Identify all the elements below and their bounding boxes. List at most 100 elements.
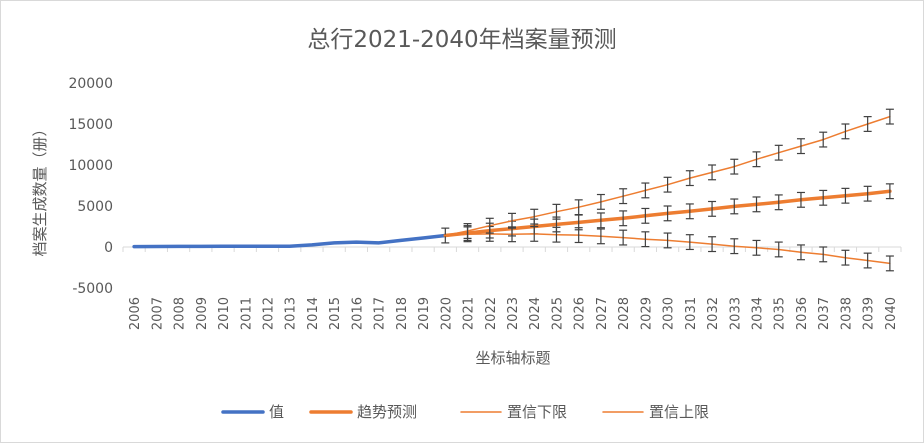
x-tick-label: 2016 [350, 297, 365, 330]
error-bar [796, 138, 805, 155]
error-bar [574, 227, 583, 244]
y-tick-label: 15000 [68, 117, 113, 133]
error-bar [596, 228, 605, 245]
legend-label: 置信上限 [649, 403, 709, 421]
legend-label: 趋势预测 [357, 403, 417, 421]
error-bar [641, 207, 650, 224]
legend-label: 值 [269, 403, 284, 421]
error-bar [796, 191, 805, 208]
x-tick-label: 2009 [195, 297, 210, 330]
error-bar [730, 198, 739, 215]
error-bar [708, 236, 717, 253]
plot-area: -5000 0 5000 10000 15000 20000 2006 2007 2008 200… [68, 76, 902, 330]
x-tick-label: 2008 [173, 297, 188, 330]
error-bar [552, 203, 561, 220]
error-bar [841, 123, 850, 140]
error-bar [708, 164, 717, 181]
x-tick-label: 2028 [617, 297, 632, 330]
error-bar [863, 185, 872, 202]
error-bar [730, 158, 739, 175]
error-bar [708, 200, 717, 217]
error-bar [663, 176, 672, 193]
error-bar [619, 229, 628, 246]
x-tick-label: 2011 [239, 297, 254, 330]
x-tick-label: 2033 [728, 297, 743, 330]
error-bar [619, 210, 628, 227]
x-axis-title: 坐标轴标题 [475, 349, 550, 367]
error-bar [863, 252, 872, 269]
error-bar [774, 194, 783, 211]
chart-title: 总行2021-2040年档案量预测 [307, 27, 616, 53]
x-tick-label: 2017 [373, 297, 388, 330]
error-bar [641, 231, 650, 248]
error-bar [530, 225, 539, 242]
x-tick-label: 2024 [528, 297, 543, 330]
error-bar [885, 183, 894, 200]
error-bar [796, 244, 805, 261]
series-line-值 [132, 233, 448, 249]
error-bar [752, 151, 761, 168]
legend-item-置信上限: 置信上限 [602, 403, 709, 421]
error-bar [819, 246, 828, 263]
error-bar [819, 131, 828, 148]
y-tick-label: 5000 [77, 199, 113, 215]
error-bar [641, 182, 650, 199]
error-bar [885, 108, 894, 125]
x-tick-label: 2022 [484, 297, 499, 330]
error-bar [685, 170, 694, 187]
y-tick-label: 10000 [68, 158, 113, 174]
x-tick-label: 2037 [817, 297, 832, 330]
error-bar [552, 226, 561, 243]
error-bar [663, 205, 672, 222]
error-bar [774, 241, 783, 258]
x-tick-label: 2036 [795, 297, 810, 330]
y-tick-label: -5000 [72, 281, 113, 297]
x-tick-label: 2034 [751, 297, 766, 330]
x-tick-label: 2038 [839, 297, 854, 330]
x-tick-label: 2026 [573, 297, 588, 330]
error-bar [574, 199, 583, 216]
legend-item-置信下限: 置信下限 [460, 403, 567, 421]
x-tick-label: 2023 [506, 297, 521, 330]
error-bar [730, 238, 739, 255]
x-tick-label: 2032 [706, 297, 721, 330]
x-tick-label: 2035 [773, 297, 788, 330]
x-tick-label: 2040 [884, 297, 899, 330]
y-tick-label: 20000 [68, 76, 113, 92]
x-tick-label: 2029 [639, 297, 654, 330]
error-bar [819, 189, 828, 206]
legend-item-值: 值 [221, 403, 284, 421]
error-bar [619, 188, 628, 205]
error-bar [596, 212, 605, 229]
error-bar [752, 196, 761, 213]
error-bar [463, 223, 472, 239]
error-bar [685, 234, 694, 251]
x-tick-label: 2006 [128, 297, 143, 330]
x-tick-label: 2039 [862, 297, 877, 330]
error-bar [663, 232, 672, 249]
x-tick-label: 2007 [150, 297, 165, 330]
error-bar [774, 144, 783, 161]
x-tick-label: 2018 [395, 297, 410, 330]
legend-label: 置信下限 [507, 403, 567, 421]
x-tick-label: 2020 [439, 297, 454, 330]
error-bar [596, 193, 605, 210]
x-tick-label: 2014 [306, 297, 321, 330]
x-tick-label: 2030 [662, 297, 677, 330]
y-tick-label: 0 [104, 240, 113, 256]
y-axis-title: 档案生成数量（册） [31, 121, 49, 256]
x-tick-label: 2019 [417, 297, 432, 330]
error-bar [885, 255, 894, 272]
x-tick-label: 2025 [550, 297, 565, 330]
legend-item-趋势预测: 趋势预测 [309, 403, 417, 421]
error-bar [863, 116, 872, 132]
legend: 值 趋势预测 置信下限 置信上限 [221, 403, 709, 421]
x-tick-label: 2013 [284, 297, 299, 330]
x-tick-label: 2031 [684, 297, 699, 330]
error-bar [530, 208, 539, 225]
x-tick-label: 2010 [217, 297, 232, 330]
error-bar [685, 203, 694, 220]
error-bar [485, 217, 494, 234]
